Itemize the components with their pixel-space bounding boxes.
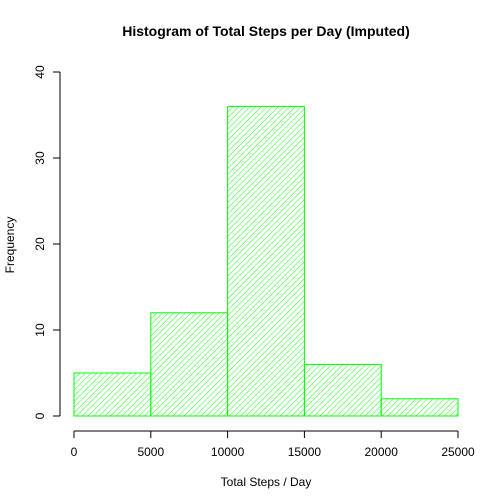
x-tick-label-5: 25000 xyxy=(441,445,475,459)
histogram-bar-3 xyxy=(303,363,382,417)
histogram-bar-1 xyxy=(150,312,229,417)
histogram-bar-0 xyxy=(73,372,152,417)
y-tick-label-1: 10 xyxy=(33,323,47,337)
x-tick-label-1: 5000 xyxy=(137,445,164,459)
y-axis: 0 10 20 30 40 xyxy=(33,65,61,419)
x-axis: 0 5000 10000 15000 20000 25000 xyxy=(71,430,475,459)
histogram-bar-4 xyxy=(380,398,459,417)
y-tick-label-4: 40 xyxy=(33,65,47,79)
y-axis-label: Frequency xyxy=(3,217,17,274)
x-tick-label-2: 10000 xyxy=(211,445,245,459)
x-tick-label-4: 20000 xyxy=(365,445,399,459)
y-tick-label-3: 30 xyxy=(33,151,47,165)
chart-title: Histogram of Total Steps per Day (Impute… xyxy=(122,23,410,39)
bars-group xyxy=(73,105,459,417)
y-tick-label-0: 0 xyxy=(33,412,47,419)
y-tick-label-2: 20 xyxy=(33,237,47,251)
x-tick-label-0: 0 xyxy=(71,445,78,459)
x-axis-label: Total Steps / Day xyxy=(221,475,312,489)
x-tick-label-3: 15000 xyxy=(288,445,322,459)
histogram-bar-2 xyxy=(227,105,305,417)
